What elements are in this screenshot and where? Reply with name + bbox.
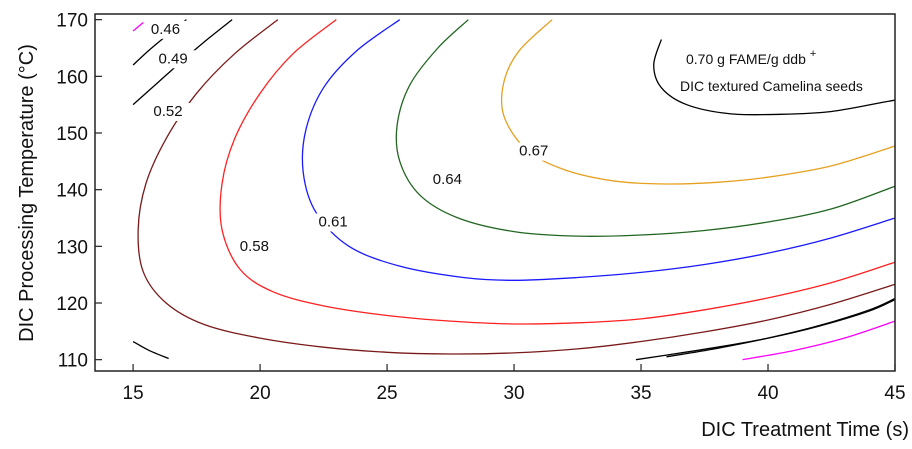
contour-label-0-64: 0.64 [433,171,462,188]
contour-label-0-61: 0.61 [318,214,347,231]
contour-line-0-67 [500,19,896,185]
x-tick-label: 20 [250,383,271,404]
y-tick-label: 140 [56,181,88,202]
y-tick-label: 130 [56,237,88,258]
annotation-yield-text: 0.70 g FAME/g ddb [686,51,806,67]
contour-line-0-52 [635,299,896,361]
x-tick-label: 15 [123,383,144,404]
contour-label-0-49: 0.49 [158,50,187,67]
contour-label-bg [315,213,356,232]
contour-line-0-46 [132,22,144,32]
plot-frame [94,13,896,372]
y-tick-label: 160 [56,67,88,88]
contour-label-0-58: 0.58 [240,238,269,255]
x-tick-label: 30 [503,383,524,404]
y-tick-label: 150 [56,124,88,145]
contour-labels-layer: 0.46 0.49 0.52 0.58 0.61 0.64 0.67 [147,20,557,256]
contour-label-0-52: 0.52 [153,103,182,120]
x-tick-label: 25 [376,383,397,404]
y-axis-title: DIC Processing Temperature (°C) [16,44,38,342]
contour-line-0-52 [132,340,169,360]
contour-line-0-49 [666,297,896,358]
annotation-superscript: + [810,48,816,60]
contour-line-0-46 [742,320,896,361]
contour-line-0-55 [137,19,896,355]
y-tick-label: 120 [56,294,88,315]
annotation-yield: 0.70 g FAME/g ddb + [686,48,816,67]
contour-label-bg [150,103,191,121]
contour-label-0-67: 0.67 [519,143,548,160]
contour-line-0-64 [395,19,896,237]
ticks-layer: 15 20 25 30 35 40 45 110 120 130 140 150 160 170 [56,11,905,404]
contour-label-bg [147,20,188,39]
contour-line-0-58 [219,19,896,325]
contour-label-bg [155,50,196,69]
contour-label-bg [429,171,470,189]
x-tick-label: 35 [630,383,651,404]
y-tick-label: 110 [58,351,88,372]
y-tick-label: 170 [56,11,88,32]
annotation-sample: DIC textured Camelina seeds [680,78,863,94]
contour-label-bg [236,237,277,256]
annotation-mask [676,46,886,98]
contour-label-0-46: 0.46 [151,21,180,38]
contour-line-0-61 [301,19,896,281]
contour-line-0-70 [653,39,896,116]
contour-label-bg [516,142,557,161]
x-tick-label: 40 [757,383,778,404]
x-tick-label: 45 [884,383,905,404]
x-axis-title: DIC Treatment Time (s) [701,419,909,441]
